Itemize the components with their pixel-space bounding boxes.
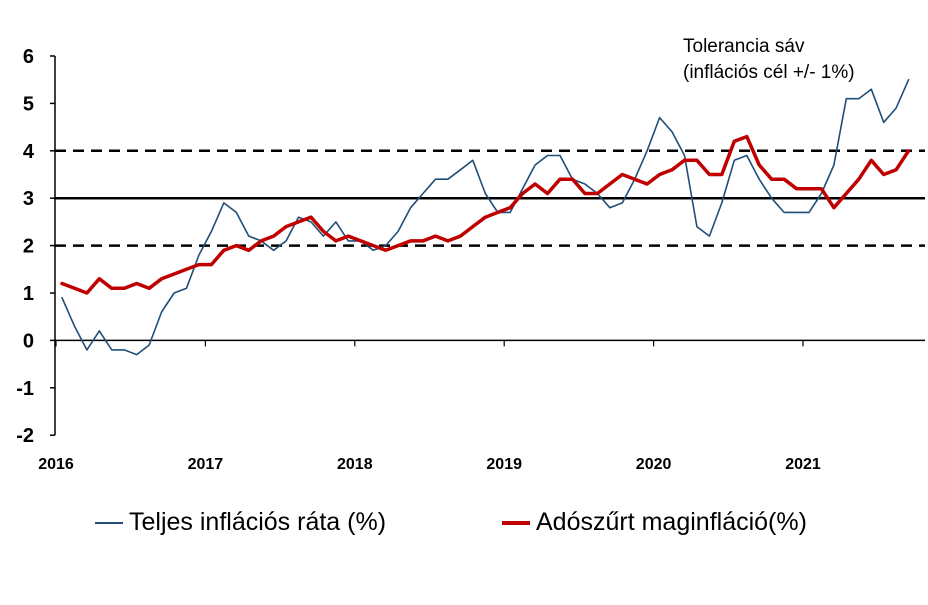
y-tick-label: 2 — [23, 236, 34, 258]
chart: -2 -1 0 1 2 3 4 5 6 2016 2017 2018 2019 2020 2021 Tol… — [16, 36, 925, 473]
legend-label-total-inflation: Teljes inflációs ráta (%) — [129, 508, 387, 536]
axes — [50, 55, 925, 436]
x-tick-label: 2021 — [785, 456, 821, 473]
y-tick-label: -1 — [16, 378, 34, 400]
x-tick-label: 2017 — [188, 456, 224, 473]
x-tick-label: 2020 — [636, 456, 672, 473]
y-tick-label: 4 — [23, 141, 35, 163]
series-layer — [60, 78, 911, 356]
y-tick-label: 0 — [23, 330, 34, 352]
x-tick-labels: 2016 2017 2018 2019 2020 2021 — [38, 456, 821, 473]
x-tick-label: 2019 — [486, 456, 522, 473]
legend-item-core-inflation: Adószűrt maginfláció(%) — [502, 508, 807, 537]
legend-label-core-inflation: Adószűrt maginfláció(%) — [536, 508, 807, 536]
y-tick-label: -2 — [16, 425, 34, 447]
y-tick-label: 6 — [23, 46, 34, 68]
y-tick-label: 1 — [23, 283, 34, 305]
y-tick-labels: -2 -1 0 1 2 3 4 5 6 — [16, 46, 35, 447]
x-tick-label: 2016 — [38, 456, 74, 473]
annotation-line-2: (inflációs cél +/- 1%) — [683, 62, 855, 83]
annotation-line-1: Tolerancia sáv — [683, 36, 805, 57]
series-line-total-inflation — [61, 78, 910, 356]
x-tick-label: 2018 — [337, 456, 373, 473]
reference-lines — [55, 149, 925, 247]
y-tick-label: 5 — [23, 93, 34, 115]
legend-swatch-total-inflation — [95, 521, 123, 524]
legend-swatch-core-inflation — [502, 520, 530, 525]
series-line-core-inflation — [60, 134, 911, 295]
legend-item-total-inflation: Teljes inflációs ráta (%) — [95, 508, 386, 537]
y-tick-label: 3 — [23, 188, 34, 210]
legend: Teljes inflációs ráta (%) Adószűrt magin… — [0, 508, 928, 548]
